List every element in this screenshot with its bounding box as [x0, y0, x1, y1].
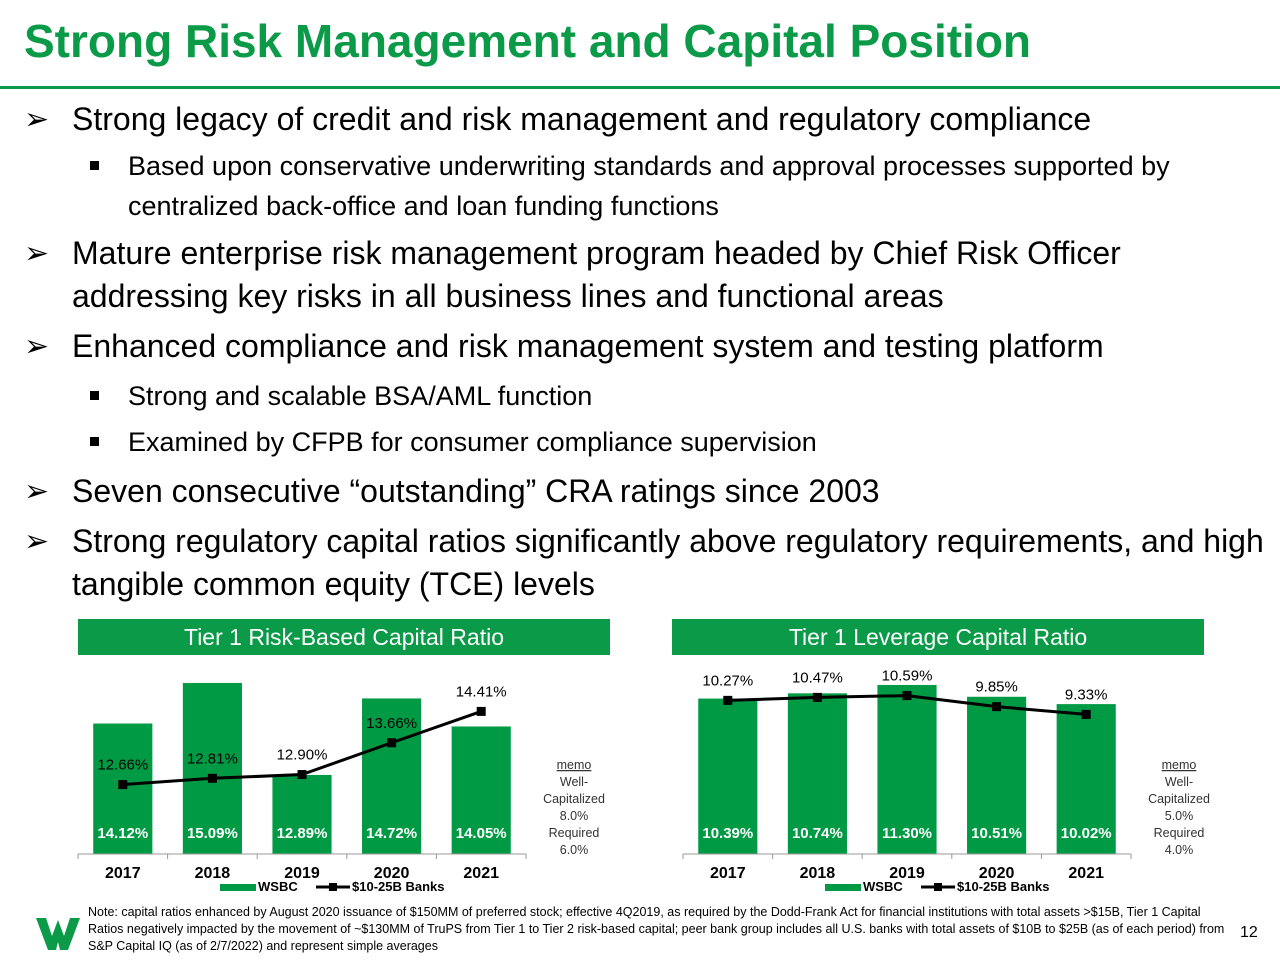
arrow-bullet-icon: ➢	[24, 525, 50, 558]
chart-title-tier1-risk-based: Tier 1 Risk-Based Capital Ratio	[78, 619, 610, 655]
chart-title-tier1-leverage: Tier 1 Leverage Capital Ratio	[672, 619, 1204, 655]
memo-text: 5.0%	[1165, 809, 1194, 823]
peer-series-point	[207, 773, 217, 783]
legend-marker-peer	[329, 883, 337, 891]
x-tick-label: 2018	[800, 865, 836, 882]
wsbc-bar-label: 12.89%	[277, 825, 328, 842]
tier1-risk-based-chart: 14.12% 15.09% 12.89% 14.72% 14.05% 2017 2018 20…	[77, 682, 605, 894]
peer-series-label: 12.66%	[97, 757, 148, 774]
peer-series-point	[723, 695, 733, 705]
bullet-text: Mature enterprise risk management progra…	[72, 235, 1121, 314]
square-bullet-icon	[90, 437, 99, 446]
bullet-text: Strong regulatory capital ratios signifi…	[72, 523, 1264, 602]
memo-text: Capitalized	[543, 792, 605, 806]
arrow-bullet-icon: ➢	[24, 475, 50, 508]
tier1-leverage-chart: 10.39% 10.74% 11.30% 10.51% 10.02% 2017 2018 20…	[682, 668, 1210, 894]
peer-series-point	[812, 692, 822, 702]
peer-series-label: 14.41%	[456, 683, 507, 700]
wsbc-bar-label: 10.39%	[702, 825, 753, 842]
company-logo-icon	[36, 918, 80, 950]
legend-swatch-wsbc	[825, 884, 861, 891]
x-tick-label: 2017	[105, 865, 141, 882]
wsbc-bar-label: 14.12%	[97, 825, 148, 842]
legend-label-peer: $10-25B Banks	[352, 879, 445, 894]
legend-label-wsbc: WSBC	[863, 879, 903, 894]
wsbc-bar	[877, 684, 937, 854]
x-tick-label: 2017	[710, 865, 746, 882]
sub-bullet-text: Examined by CFPB for consumer compliance…	[128, 427, 817, 457]
wsbc-bar	[362, 698, 422, 854]
memo-text: Required	[549, 826, 600, 840]
x-tick-label: 2018	[195, 865, 231, 882]
memo-text: Required	[1154, 826, 1205, 840]
memo-text: memo	[1162, 758, 1197, 772]
wsbc-bar	[182, 682, 242, 854]
title-divider	[0, 86, 1280, 89]
wsbc-bar-label: 10.51%	[971, 825, 1022, 842]
x-tick-label: 2021	[1068, 865, 1104, 882]
memo-text: memo	[557, 758, 592, 772]
bullet-text: Enhanced compliance and risk management …	[72, 328, 1104, 364]
wsbc-bar-label: 10.02%	[1061, 825, 1112, 842]
legend-marker-peer	[934, 883, 942, 891]
peer-series-point	[902, 691, 912, 701]
memo-text: Well-	[560, 775, 588, 789]
arrow-bullet-icon: ➢	[24, 237, 50, 270]
peer-series-point	[297, 770, 307, 780]
memo-text: 8.0%	[560, 809, 589, 823]
peer-series-label: 13.66%	[366, 715, 417, 732]
wsbc-bar	[1056, 704, 1116, 854]
legend-swatch-wsbc	[220, 884, 256, 891]
wsbc-bar-label: 11.30%	[882, 825, 932, 842]
peer-series-label: 10.27%	[702, 672, 753, 689]
footnote: Note: capital ratios enhanced by August …	[88, 905, 1225, 953]
x-tick-label: 2021	[463, 865, 499, 882]
legend-label-peer: $10-25B Banks	[957, 879, 1050, 894]
arrow-bullet-icon: ➢	[24, 330, 50, 363]
x-tick-label: 2019	[284, 865, 320, 882]
peer-series-label: 9.33%	[1065, 686, 1108, 703]
sub-bullet-text: Strong and scalable BSA/AML function	[128, 381, 593, 411]
peer-series-point	[118, 780, 128, 790]
memo-text: Capitalized	[1148, 792, 1210, 806]
wsbc-bar-label: 14.72%	[366, 825, 417, 842]
square-bullet-icon	[90, 161, 99, 170]
peer-series-label: 9.85%	[975, 679, 1018, 696]
memo-text: 4.0%	[1165, 843, 1194, 857]
arrow-bullet-icon: ➢	[24, 103, 50, 136]
wsbc-bar	[787, 693, 847, 854]
wsbc-bar	[451, 726, 511, 854]
memo-text: 6.0%	[560, 843, 589, 857]
square-bullet-icon	[90, 391, 99, 400]
peer-series-point	[387, 738, 397, 748]
x-tick-label: 2020	[374, 865, 410, 882]
peer-series-point	[1081, 709, 1091, 719]
page-title: Strong Risk Management and Capital Posit…	[24, 15, 1032, 67]
legend-label-wsbc: WSBC	[258, 879, 298, 894]
bullet-text: Seven consecutive “outstanding” CRA rati…	[72, 473, 880, 509]
x-tick-label: 2019	[889, 865, 925, 882]
sub-bullet-text: Based upon conservative underwriting sta…	[128, 151, 1170, 221]
peer-series-point	[476, 706, 486, 716]
wsbc-bar-label: 14.05%	[456, 825, 507, 842]
peer-series-label: 10.47%	[792, 669, 843, 686]
page-number: 12	[1240, 924, 1258, 941]
wsbc-bar	[272, 774, 332, 854]
x-tick-label: 2020	[979, 865, 1015, 882]
wsbc-bar	[698, 698, 758, 854]
peer-series-label: 12.81%	[187, 750, 238, 767]
memo-text: Well-	[1165, 775, 1193, 789]
wsbc-bar-label: 10.74%	[792, 825, 843, 842]
peer-series-label: 12.90%	[277, 747, 328, 764]
peer-series-label: 10.59%	[882, 668, 933, 685]
bullet-text: Strong legacy of credit and risk managem…	[72, 101, 1092, 137]
peer-series-point	[992, 702, 1002, 712]
wsbc-bar	[967, 696, 1027, 854]
wsbc-bar-label: 15.09%	[187, 825, 238, 842]
